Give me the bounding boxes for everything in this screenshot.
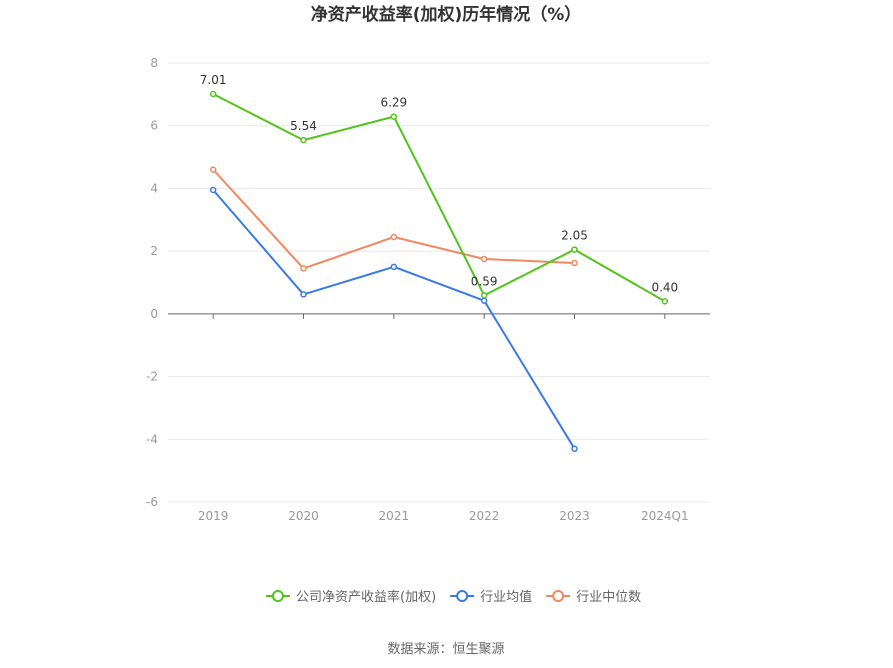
data-label: 6.29 <box>380 96 407 110</box>
legend-label: 行业中位数 <box>576 590 641 605</box>
legend-marker <box>552 590 565 602</box>
data-point <box>480 292 488 299</box>
series-line <box>212 93 666 303</box>
source-text: 数据来源：恒生聚源 <box>387 642 504 657</box>
legend-marker <box>456 590 469 602</box>
legend-label: 公司净资产收益率(加权) <box>296 589 436 605</box>
data-point <box>300 265 307 272</box>
x-tick-label: 2021 <box>379 509 410 523</box>
data-label: 0.59 <box>471 274 498 288</box>
data-point <box>390 263 398 271</box>
x-tick-label: 2022 <box>469 509 500 523</box>
y-tick-label: 8 <box>150 56 158 70</box>
data-point <box>300 136 307 144</box>
data-label: 2.05 <box>561 229 588 243</box>
data-point <box>571 246 578 253</box>
data-point <box>390 113 398 120</box>
data-point <box>480 255 488 263</box>
legend-marker <box>272 590 284 602</box>
y-tick-label: -4 <box>146 432 158 446</box>
legend: 公司净资产收益率(加权) 行业均值 行业中位数 <box>266 589 641 605</box>
data-point <box>571 259 578 267</box>
x-tick-label: 2024Q1 <box>641 509 689 523</box>
y-tick-label: 0 <box>150 307 158 321</box>
x-tick-label: 2020 <box>288 509 319 523</box>
x-axis: 2019 2020 2021 2022 2023 2024Q1 <box>168 313 710 523</box>
x-tick-label: 2019 <box>198 509 229 523</box>
y-tick-label: 6 <box>150 119 158 133</box>
x-tick-label: 2023 <box>559 509 590 523</box>
data-point <box>571 445 578 452</box>
y-axis: 8 6 4 2 0 -2 -4 -6 <box>146 56 158 509</box>
y-tick-label: -2 <box>146 370 158 384</box>
grid-lines <box>168 62 710 503</box>
legend-label: 行业均值 <box>480 589 532 605</box>
chart-title: 净资产收益率(加权)历年情况（%） <box>311 4 582 25</box>
y-tick-label: 2 <box>150 244 158 258</box>
data-point <box>390 233 398 241</box>
data-label: 7.01 <box>200 73 227 87</box>
series-group <box>209 90 669 452</box>
data-point <box>480 297 488 304</box>
y-tick-label: -6 <box>146 495 158 509</box>
data-point <box>209 90 217 98</box>
data-point <box>300 291 307 298</box>
data-point <box>661 298 669 305</box>
data-point <box>209 166 217 173</box>
data-point <box>209 186 217 194</box>
y-tick-label: 4 <box>150 181 158 195</box>
data-labels: 7.01 5.54 6.29 0.59 2.05 0.40 <box>200 73 678 294</box>
data-label: 0.40 <box>651 280 678 294</box>
data-label: 5.54 <box>290 119 317 133</box>
